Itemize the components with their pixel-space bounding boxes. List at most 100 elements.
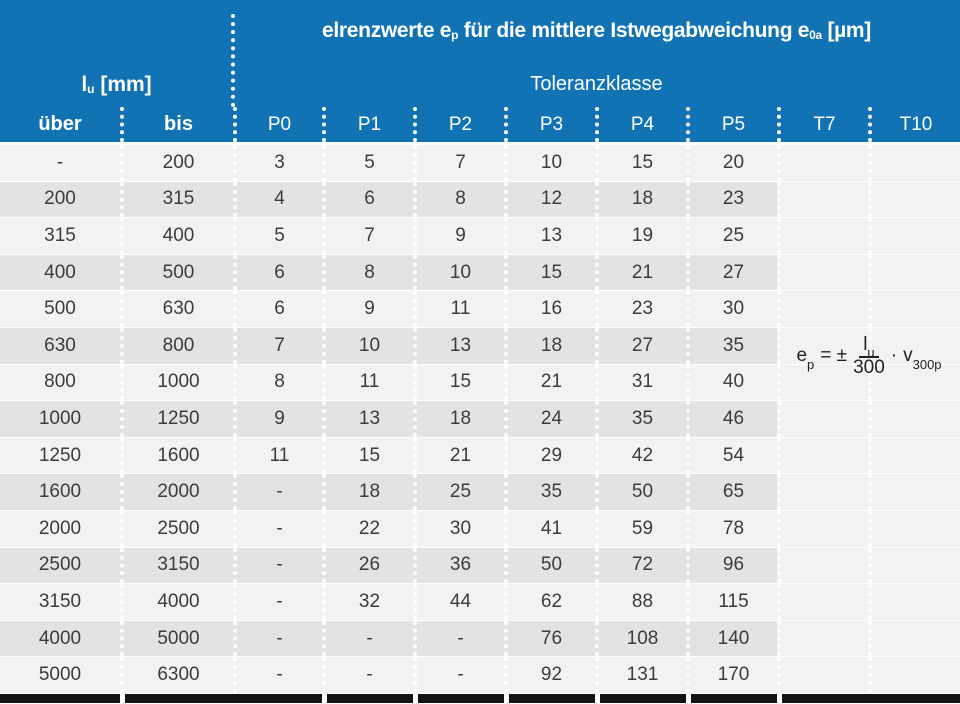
table-row: 500 630 6 9 11 16 23 30 (0, 291, 960, 328)
cell-t7 (777, 327, 868, 364)
cell-t10 (868, 547, 960, 584)
cell-t7 (777, 510, 868, 547)
cell-p5: 140 (686, 620, 777, 657)
cell-t10 (868, 620, 960, 657)
cell-p0: 7 (233, 327, 322, 364)
table-row: 630 800 7 10 13 18 27 35 (0, 327, 960, 365)
cell-p3: 50 (504, 547, 595, 584)
cell-p2: 15 (413, 364, 504, 401)
formula-denominator: 300 (853, 356, 885, 378)
lu-unit: [mm] (94, 72, 152, 96)
cell-p5: 30 (686, 291, 777, 327)
cell-p2: 25 (413, 474, 504, 510)
cell-p3: 92 (504, 657, 595, 693)
cell-p5: 96 (686, 547, 777, 584)
table-row: - 200 3 5 7 10 15 20 (0, 145, 960, 182)
title-text: elrenzwerte e (322, 19, 452, 42)
cell-p5: 46 (686, 401, 777, 437)
cell-p0: 6 (233, 291, 322, 327)
table-row: 2500 3150 - 26 36 50 72 96 (0, 547, 960, 585)
col-header-bis: bis (120, 107, 233, 142)
footer-bar-segment (413, 693, 504, 703)
cell-p1: 18 (322, 474, 413, 510)
footer-bar-segment (322, 693, 413, 703)
formula-fraction: lu 300 (853, 334, 885, 378)
cell-ueber: 1250 (0, 437, 120, 474)
cell-t10 (868, 474, 960, 510)
cell-p1: 32 (322, 584, 413, 620)
cell-p0: 11 (233, 437, 322, 474)
cell-p2: 10 (413, 254, 504, 291)
cell-p4: 131 (595, 657, 686, 693)
cell-ueber: 630 (0, 327, 120, 364)
cell-t7 (777, 145, 868, 181)
cell-t7 (777, 620, 868, 657)
col-header-p3: P3 (504, 107, 595, 142)
cell-t7 (777, 364, 868, 401)
table-row: 400 500 6 8 10 15 21 27 (0, 254, 960, 292)
cell-p2: 30 (413, 510, 504, 547)
cell-ueber: 4000 (0, 620, 120, 657)
cell-t10 (868, 401, 960, 437)
cell-t7 (777, 437, 868, 474)
table-body: - 200 3 5 7 10 15 20 200 315 4 6 8 12 18… (0, 145, 960, 694)
cell-p5: 20 (686, 145, 777, 181)
cell-p3: 10 (504, 145, 595, 181)
cell-p1: 11 (322, 364, 413, 401)
cell-p2: - (413, 620, 504, 657)
cell-p5: 78 (686, 510, 777, 547)
col-header-t10: T10 (868, 107, 960, 142)
cell-ueber: 5000 (0, 657, 120, 693)
pitch-error-formula: ep = ± lu 300 · v300p (778, 325, 960, 387)
footer-bar-segment (777, 693, 960, 703)
cell-p2: 21 (413, 437, 504, 474)
table-row: 315 400 5 7 9 13 19 25 (0, 218, 960, 255)
cell-p3: 18 (504, 327, 595, 364)
cell-p2: 7 (413, 145, 504, 181)
col-header-p2: P2 (413, 107, 504, 142)
formula-relation: = ± (820, 345, 848, 366)
cell-t7 (777, 474, 868, 510)
cell-p4: 50 (595, 474, 686, 510)
cell-p4: 59 (595, 510, 686, 547)
cell-t10 (868, 145, 960, 181)
table-row: 1000 1250 9 13 18 24 35 46 (0, 401, 960, 438)
cell-bis: 4000 (120, 584, 233, 620)
cell-t7 (777, 401, 868, 437)
cell-p2: 11 (413, 291, 504, 327)
cell-t7 (777, 181, 868, 218)
cell-t10 (868, 657, 960, 693)
cell-t7 (777, 547, 868, 584)
cell-p4: 108 (595, 620, 686, 657)
col-header-p1: P1 (322, 107, 413, 142)
header-dotted-separator (231, 14, 235, 107)
title-unit: [µm] (821, 19, 871, 42)
cell-t10 (868, 218, 960, 254)
cell-p4: 42 (595, 437, 686, 474)
cell-p1: - (322, 620, 413, 657)
cell-p1: 10 (322, 327, 413, 364)
table-row: 2000 2500 - 22 30 41 59 78 (0, 510, 960, 548)
footer-bar-segment (504, 693, 595, 703)
cell-p5: 65 (686, 474, 777, 510)
table-row: 1250 1600 11 15 21 29 42 54 (0, 437, 960, 475)
cell-p2: 8 (413, 181, 504, 218)
cell-p5: 27 (686, 254, 777, 291)
cell-ueber: 2500 (0, 547, 120, 584)
cell-ueber: 1600 (0, 474, 120, 510)
cell-p4: 88 (595, 584, 686, 620)
table-row: 1600 2000 - 18 25 35 50 65 (0, 474, 960, 511)
footer-bar-segment (120, 693, 322, 703)
cell-p4: 31 (595, 364, 686, 401)
formula-lhs: ep (796, 345, 815, 372)
cell-p4: 35 (595, 401, 686, 437)
cell-p2: 18 (413, 401, 504, 437)
cell-t10 (868, 510, 960, 547)
cell-p1: 5 (322, 145, 413, 181)
cell-p3: 13 (504, 218, 595, 254)
cell-ueber: 800 (0, 364, 120, 401)
cell-ueber: 200 (0, 181, 120, 218)
